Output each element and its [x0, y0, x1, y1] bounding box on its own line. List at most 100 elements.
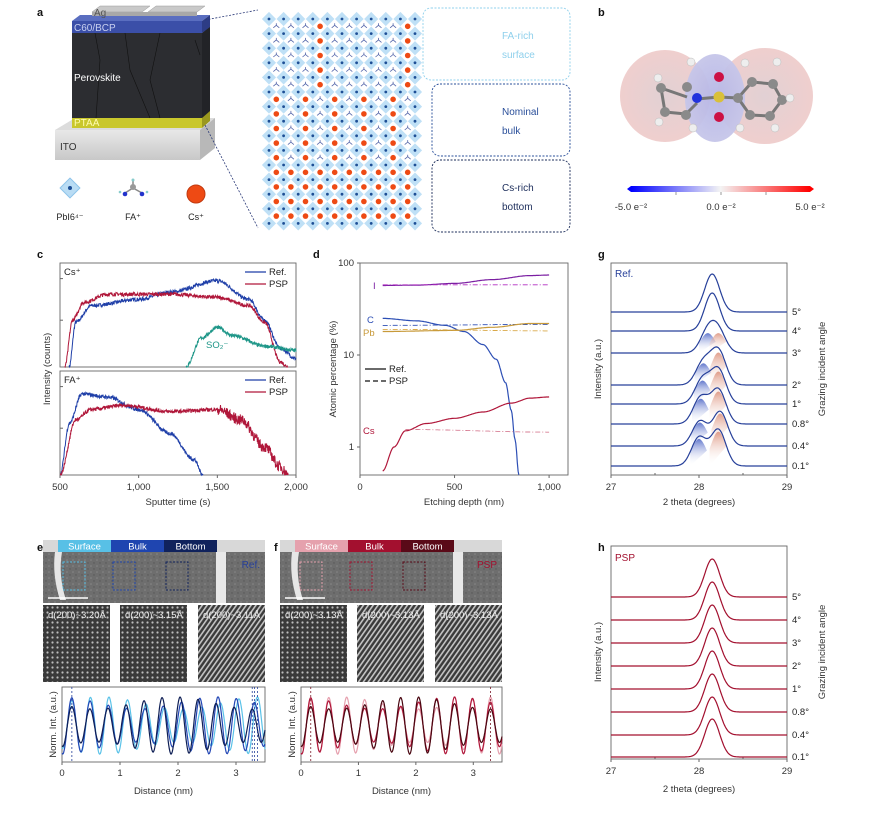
pb-site: [296, 90, 300, 94]
pb-site: [369, 222, 373, 225]
perovskite-side: [202, 26, 210, 118]
angle-label: 0.4°: [792, 441, 809, 452]
colorbar-mid-label: 0.0 e⁻²: [706, 202, 735, 213]
pb-site: [282, 32, 285, 35]
subplot-title-fa: FA⁺: [64, 375, 81, 386]
oxygen-atom: [714, 72, 724, 82]
pb-site: [369, 17, 373, 21]
roi-box: [165, 561, 189, 591]
pb-site: [369, 192, 373, 196]
cs-site: [273, 169, 280, 176]
subplot-title-cs: Cs⁺: [64, 267, 81, 278]
pb-center-dot: [68, 186, 72, 190]
pb-site: [267, 17, 271, 21]
pb-site: [296, 76, 300, 79]
pb-site: [355, 134, 358, 138]
fa-site: [346, 81, 353, 87]
series-line-ref: [60, 391, 204, 477]
pb-site: [282, 46, 285, 50]
d-spacing-label: d(200)~3.20Å: [48, 610, 106, 621]
pb-site: [355, 90, 358, 94]
y-axis-label: Atomic percentage (%): [328, 321, 339, 418]
pb-site: [267, 207, 271, 211]
fa-site: [316, 154, 324, 160]
cs-site: [375, 184, 382, 190]
cs-site: [302, 184, 309, 190]
pb-site: [311, 32, 315, 35]
fa-site: [346, 37, 353, 43]
pb-site: [369, 105, 373, 108]
cs-site: [317, 52, 323, 59]
shaded-peak-high-angle: [709, 352, 727, 385]
cs-site: [404, 67, 411, 73]
angle-label: 5°: [792, 592, 801, 603]
perovskite-layer: [72, 33, 202, 118]
y-axis-label: Norm. Int. (a.u.): [48, 691, 59, 758]
pb-site: [399, 105, 402, 108]
pb-site: [282, 192, 285, 196]
cs-site: [331, 169, 338, 176]
so2-annotation: SO₂⁻: [206, 340, 228, 351]
cs-site: [302, 125, 309, 132]
cs-site: [390, 213, 396, 219]
fa-site: [389, 67, 397, 72]
x-tick-label: 29: [782, 482, 793, 493]
pb-site: [340, 119, 344, 123]
ag-electrode-front: [92, 12, 197, 16]
fa-site: [346, 110, 353, 116]
ito-layer: [55, 130, 200, 160]
cs-site: [302, 96, 309, 103]
pb-site: [267, 119, 271, 123]
pb-site: [413, 149, 417, 152]
plot-frame: [61, 686, 266, 763]
fa-site: [287, 96, 295, 102]
pb-site: [326, 192, 329, 196]
esp-molecule-rendering: [620, 48, 813, 144]
y-tick-label: 1: [349, 442, 354, 453]
diffraction-curve: [611, 273, 787, 313]
stem-ref-panel: Surface Bulk Bottom Ref. d(200)~3.20Å d(200)~…: [43, 540, 266, 797]
pb-site: [267, 178, 271, 182]
cs-site: [273, 140, 280, 146]
section-bulk: [348, 540, 401, 552]
legend-ref: Ref.: [389, 364, 406, 375]
fa-site: [302, 67, 309, 72]
pb-site: [384, 17, 388, 21]
pb-site: [326, 163, 329, 167]
pb-site: [267, 149, 271, 152]
cs-site: [361, 125, 367, 132]
profile-line-bottom: [61, 696, 266, 755]
panel-label-g: g: [598, 249, 605, 261]
y-tick-label: 100: [338, 258, 354, 269]
cs-site: [302, 111, 309, 117]
pb-site: [311, 192, 315, 196]
series-line-c-psp: [382, 323, 550, 326]
pb-site: [296, 207, 300, 211]
cs-site: [317, 67, 323, 73]
pb-site: [340, 46, 344, 50]
cs-site: [390, 154, 396, 161]
pb-site: [296, 149, 300, 152]
angle-label: 4°: [792, 326, 801, 337]
tof-sims-plot: Cs⁺ FA⁺ Ref. PSP Ref. PSP SO₂⁻ Intensity…: [42, 262, 308, 508]
cs-site: [273, 184, 280, 190]
series-line-i-ref: [382, 274, 550, 287]
zoom-connector: [204, 9, 259, 21]
fa-site: [404, 96, 411, 102]
angle-label: 0.8°: [792, 707, 809, 718]
pb-site: [384, 134, 388, 138]
d-spacing-label: d(200)~3.15Å: [125, 610, 183, 621]
y2-axis-label: Grazing incident angle: [817, 322, 828, 417]
fa-site: [273, 67, 280, 72]
roi-box: [299, 561, 323, 591]
panel-label-a: a: [37, 7, 44, 19]
etl-side: [202, 15, 210, 33]
cs-site: [361, 213, 367, 219]
cs-site: [390, 96, 396, 103]
pb-site: [413, 61, 417, 65]
oxygen-atom: [714, 112, 724, 122]
pb-site: [413, 17, 417, 21]
x-axis-label: Sputter time (s): [146, 497, 211, 508]
label-ptaa: PTAA: [74, 118, 100, 129]
region-box: [422, 7, 571, 81]
